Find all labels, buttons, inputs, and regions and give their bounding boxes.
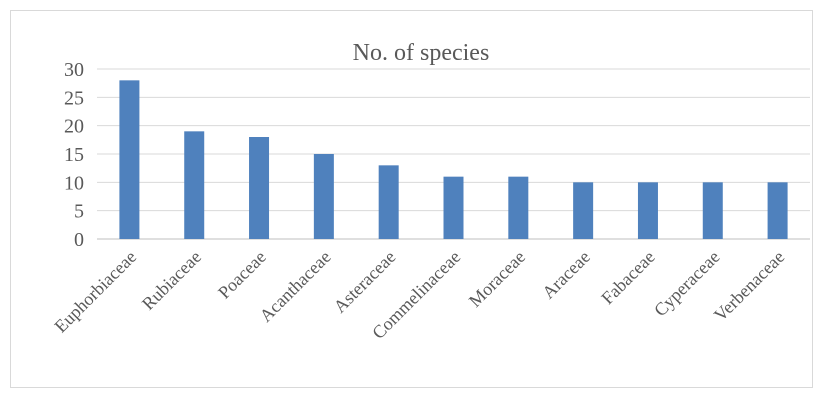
bar-fabaceae [637, 182, 658, 239]
x-tick-label: Araceae [538, 247, 594, 303]
bar-verbenaceae [767, 182, 788, 239]
y-tick-label: 30 [64, 59, 84, 81]
x-tick-label: Verbenaceae [710, 247, 788, 325]
y-axis-ticks: 0 5 10 15 20 25 30 [64, 59, 84, 251]
x-tick-label: Fabaceae [597, 247, 658, 308]
bars [119, 80, 788, 239]
x-tick-label: Rubiaceae [138, 247, 205, 314]
y-tick-label: 10 [64, 172, 84, 194]
chart-title: No. of species [353, 40, 490, 66]
bar-euphorbiaceae [119, 80, 140, 239]
bar-commelinaceae [443, 176, 464, 239]
x-tick-label: Asteraceae [330, 247, 400, 317]
y-tick-label: 20 [64, 116, 84, 138]
bar-cyperaceae [702, 182, 723, 239]
y-tick-label: 25 [64, 87, 84, 109]
bar-acanthaceae [313, 154, 334, 239]
y-tick-label: 15 [64, 144, 84, 166]
chart-frame [10, 10, 813, 388]
x-tick-label: Euphorbiaceae [50, 247, 140, 337]
bar-moraceae [508, 176, 529, 239]
bar-araceae [573, 182, 594, 239]
x-tick-label: Poaceae [214, 247, 270, 303]
gridlines [97, 68, 810, 240]
bar-poaceae [249, 137, 270, 239]
x-tick-label: Moraceae [465, 247, 529, 311]
y-tick-label: 0 [74, 229, 84, 251]
y-tick-label: 5 [74, 201, 84, 223]
bar-rubiaceae [184, 131, 205, 239]
bar-asteraceae [378, 165, 399, 239]
